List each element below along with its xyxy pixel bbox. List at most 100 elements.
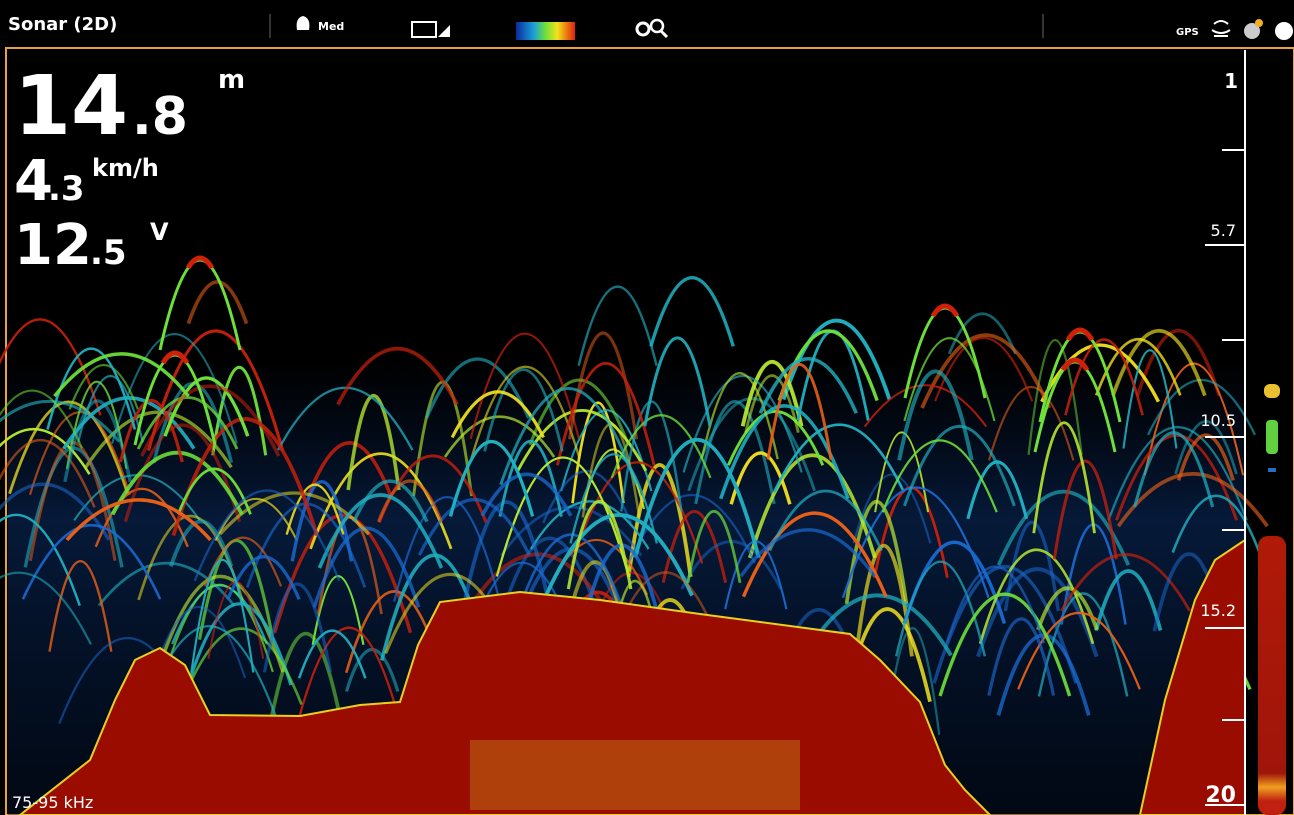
sonar-arch xyxy=(1111,329,1207,397)
sonar-arch xyxy=(1036,586,1099,631)
sonar-arch xyxy=(938,592,1072,697)
sonar-arch xyxy=(163,376,250,437)
sonar-arch xyxy=(262,582,332,673)
sonar-arch xyxy=(1060,553,1191,612)
sonar-arch xyxy=(1122,349,1178,449)
sonar-arch xyxy=(186,602,293,686)
sonar-arch xyxy=(483,368,564,452)
sonar-arch xyxy=(111,333,238,444)
sonar-arch xyxy=(978,548,1095,645)
sonar-arch xyxy=(1032,421,1096,534)
palette-button[interactable] xyxy=(516,22,575,40)
bottom-hardness xyxy=(470,740,800,810)
sonar-icon xyxy=(1211,20,1231,37)
sonar-arch xyxy=(0,389,84,449)
sonar-arch xyxy=(741,511,888,598)
sonar-arch xyxy=(136,395,239,450)
sonar-arch xyxy=(425,357,531,419)
sonar-arch xyxy=(193,489,341,582)
sonar-arch xyxy=(1171,494,1261,553)
readout-whole: 4 xyxy=(14,149,53,214)
sonar-arch xyxy=(577,285,658,367)
sensitivity-button[interactable]: Med xyxy=(296,16,345,33)
sonar-arch xyxy=(649,276,735,347)
sonar-arch xyxy=(377,479,443,523)
sonar-arch xyxy=(266,631,345,732)
sonar-status-icon[interactable] xyxy=(1211,20,1231,37)
sonar-arch xyxy=(110,450,244,516)
sonar-arch xyxy=(190,558,255,673)
readout-fraction: .8 xyxy=(132,87,188,147)
sonar-arch xyxy=(729,451,792,505)
sonar-arch xyxy=(881,439,998,513)
sonar-arch xyxy=(895,560,987,657)
sonar-arch xyxy=(626,462,693,578)
sonar-arch xyxy=(996,633,1091,716)
sonar-arch xyxy=(768,489,883,552)
sonar-arch xyxy=(352,479,429,523)
sonar-arch xyxy=(68,364,139,410)
readout-unit: km/h xyxy=(92,154,159,182)
sonar-arch xyxy=(555,361,656,466)
sonar-arch xyxy=(758,356,858,414)
sonar-arch xyxy=(312,526,421,608)
sonar-arch xyxy=(1147,379,1256,436)
sonar-arch xyxy=(0,438,96,508)
sonar-arch xyxy=(499,387,638,486)
readout-fraction: .3 xyxy=(48,169,85,209)
sonar-arch xyxy=(740,359,804,427)
sonar-arch xyxy=(844,499,909,605)
sonar-arch xyxy=(700,372,779,460)
sonar-arch xyxy=(571,461,704,564)
magnifier-icon xyxy=(649,18,665,34)
depth-label: 5.7 xyxy=(1211,221,1236,240)
compass-icon[interactable] xyxy=(1275,22,1293,40)
sonar-arch xyxy=(344,647,400,692)
sonar-arch xyxy=(682,374,803,473)
sonar-arch xyxy=(21,524,162,600)
sonar-arch xyxy=(285,483,345,535)
alarm-icon[interactable] xyxy=(1244,23,1260,39)
sonar-arch xyxy=(336,347,459,406)
chart-speed-button[interactable] xyxy=(411,21,450,38)
sonar-arch xyxy=(897,369,974,461)
sonar-arch xyxy=(1027,339,1083,456)
flasher-return xyxy=(1268,468,1276,472)
sonar-arch xyxy=(63,399,132,483)
sonar-arch xyxy=(1003,520,1060,612)
sonar-arch xyxy=(1143,362,1245,476)
sonar-arch xyxy=(0,571,92,645)
sonar-arch xyxy=(176,467,252,515)
sonar-arch xyxy=(197,538,275,640)
sonar-arch xyxy=(290,480,354,562)
magnifier-handle xyxy=(659,29,669,39)
sonar-arch xyxy=(417,498,531,556)
sonar-arch xyxy=(218,491,370,536)
sonar-arch xyxy=(150,605,247,679)
flasher-return xyxy=(1264,384,1280,398)
sonar-arch xyxy=(448,439,535,517)
sonar-arch xyxy=(773,423,906,493)
sonar-arch xyxy=(297,629,367,679)
sonar-arch xyxy=(480,472,573,517)
sonar-arch xyxy=(277,386,414,451)
flasher-bottom xyxy=(1258,536,1286,815)
sonar-arch xyxy=(854,543,914,657)
sonar-arch xyxy=(470,365,581,459)
sonar-arch xyxy=(123,423,242,523)
sonar-arch xyxy=(739,528,877,578)
sonar-arch xyxy=(544,513,694,597)
zoom-settings-button[interactable] xyxy=(635,18,669,39)
sonar-arch xyxy=(306,441,393,497)
sonar-arch xyxy=(1017,612,1141,690)
sonar-arch-core xyxy=(160,350,190,365)
sonar-arch xyxy=(1094,569,1163,631)
sonar-arch xyxy=(443,415,556,458)
sonar-arch xyxy=(516,408,648,472)
sonar-arch xyxy=(0,318,102,416)
sonar-arch xyxy=(1107,426,1248,521)
gps-status[interactable]: GPS xyxy=(1176,27,1199,38)
depth-label: 20 xyxy=(1205,783,1236,808)
sonar-arch xyxy=(802,593,953,657)
